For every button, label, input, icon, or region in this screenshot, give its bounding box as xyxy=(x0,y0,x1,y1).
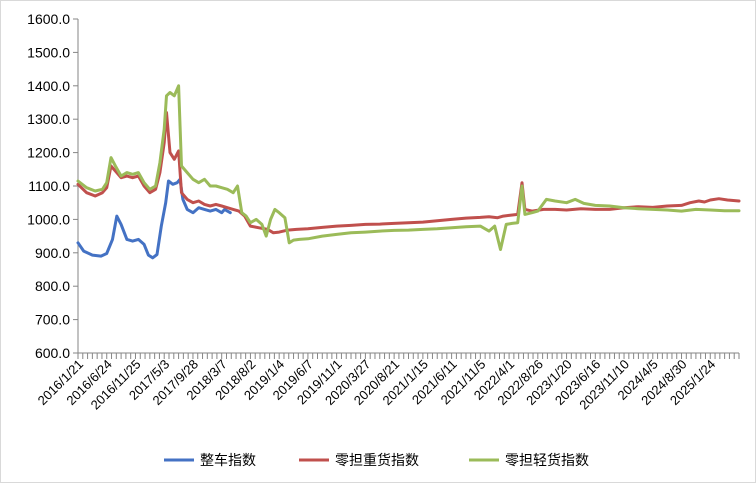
y-tick-label: 700.0 xyxy=(35,312,70,328)
x-axis-ticks: 2016/1/212016/6/242016/11/252017/5/32017… xyxy=(35,353,740,412)
series-lines xyxy=(76,84,741,260)
y-tick-label: 1400.0 xyxy=(27,78,70,94)
y-tick-label: 1100.0 xyxy=(28,178,70,194)
legend-label: 零担重货指数 xyxy=(335,452,419,468)
series-line-3 xyxy=(76,84,741,251)
y-tick-label: 800.0 xyxy=(35,278,70,294)
y-tick-label: 1500.0 xyxy=(27,44,70,60)
y-tick-label: 1000.0 xyxy=(27,211,70,227)
y-tick-label: 900.0 xyxy=(35,245,70,261)
y-axis-ticks: 600.0 700.0 800.0 900.0 1000.0 1100.0 1200.0 13… xyxy=(27,11,78,361)
y-tick-label: 1600.0 xyxy=(27,11,70,27)
legend: 整车指数 零担重货指数 零担轻货指数 xyxy=(164,452,589,468)
series-line-2 xyxy=(76,111,741,235)
y-tick-label: 1300.0 xyxy=(27,111,70,127)
y-tick-label: 600.0 xyxy=(35,345,70,361)
series-line-1 xyxy=(76,177,232,260)
axes xyxy=(77,19,739,354)
legend-label: 零担轻货指数 xyxy=(505,452,589,468)
y-tick-label: 1200.0 xyxy=(27,145,70,161)
legend-label: 整车指数 xyxy=(200,452,256,468)
